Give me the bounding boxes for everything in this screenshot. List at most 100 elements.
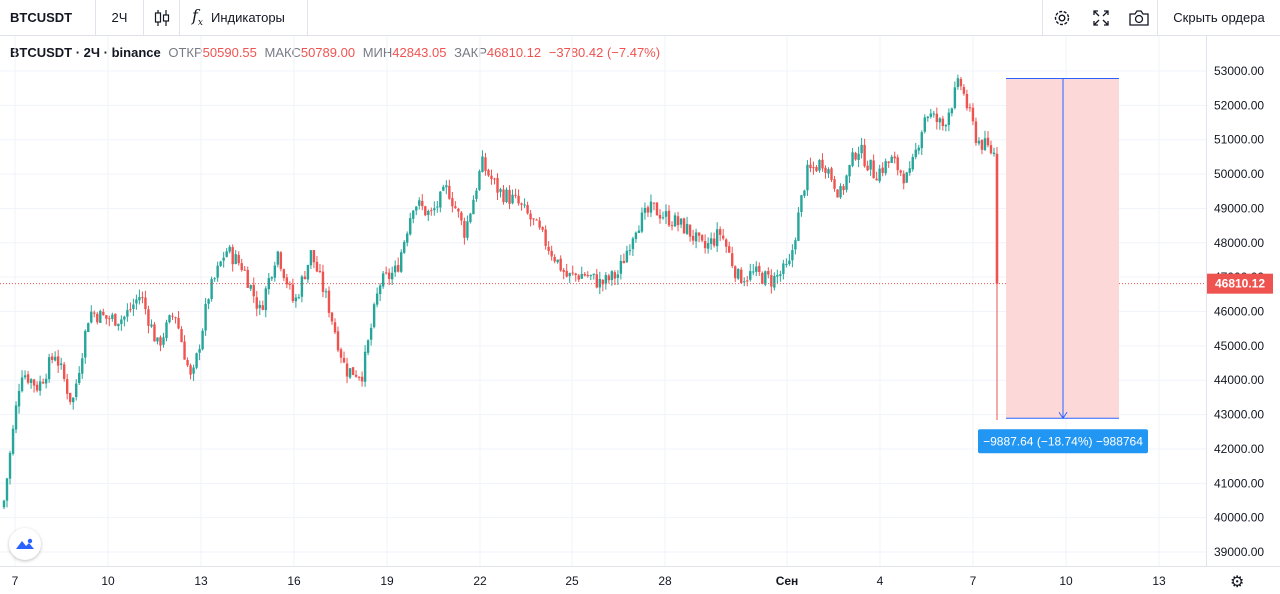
candle-body [773, 275, 776, 288]
time-axis: 7 10 13 16 19 22 25 28 Сен 4 7 10 13 [0, 566, 1280, 588]
symbol-search-button[interactable]: BTCUSDT [0, 0, 96, 35]
candle-body [436, 206, 439, 208]
snapshot-button[interactable] [1120, 0, 1158, 35]
candle-body [776, 275, 779, 277]
candle-body [749, 271, 752, 280]
candle-body [29, 379, 33, 383]
candle-body [649, 201, 653, 213]
tradingview-logo[interactable] [9, 528, 41, 560]
candle-body [779, 274, 782, 276]
candle-body [439, 191, 442, 208]
candle-body [105, 315, 108, 319]
fullscreen-button[interactable] [1082, 0, 1120, 35]
candle-body [318, 270, 322, 272]
camera-icon [1128, 9, 1149, 26]
indicators-button[interactable]: fx Индикаторы [180, 0, 308, 35]
candle-body [219, 261, 222, 266]
candle-body [255, 297, 258, 309]
candle-body [237, 254, 240, 264]
candle-body [47, 357, 51, 380]
candle-body [737, 268, 740, 279]
candle-body [418, 200, 421, 206]
axis-settings-icon[interactable]: ⚙ [1230, 574, 1245, 591]
candle-body [168, 315, 171, 323]
candle-body [23, 375, 27, 378]
candle-body [249, 285, 252, 289]
candle-body [225, 251, 228, 257]
candle-body [387, 272, 391, 279]
candle-body [718, 229, 722, 235]
candle-body [180, 329, 183, 343]
candle-body [676, 216, 680, 226]
candle-body [571, 272, 574, 274]
price-axis: 53000.00 52000.00 51000.00 50000.00 49000.00… [1206, 36, 1280, 566]
candle-body [487, 169, 490, 176]
candle-body [959, 79, 963, 87]
chart-grid [0, 36, 1206, 566]
indicators-label: Индикаторы [211, 10, 285, 25]
candle-body [336, 331, 340, 351]
candle-body [869, 159, 872, 170]
candle-body [727, 246, 731, 253]
candle-body [532, 218, 535, 220]
chart-style-button[interactable] [144, 0, 180, 35]
candle-body [246, 270, 249, 288]
candle-body [126, 310, 129, 317]
candle-body [983, 138, 987, 150]
time-tick-label: 10 [101, 574, 115, 588]
candle-body [986, 137, 990, 146]
candle-body [893, 156, 896, 159]
candle-body [887, 161, 890, 163]
candle-body [794, 240, 797, 250]
candle-body [601, 279, 605, 285]
candle-body [968, 107, 972, 109]
candle-body [908, 168, 911, 173]
candle-body [53, 356, 57, 361]
candle-body [403, 241, 406, 253]
candle-body [463, 220, 466, 238]
candle-body [372, 304, 376, 328]
candle-body [740, 269, 743, 284]
candle-body [87, 323, 90, 332]
candle-body [577, 275, 580, 280]
candle-body [228, 246, 231, 252]
candle-body [451, 198, 454, 207]
candle-body [282, 269, 286, 279]
candle-body [162, 337, 165, 345]
candle-body [159, 337, 162, 346]
candle-body [102, 311, 105, 316]
candle-body [381, 273, 385, 287]
candle-body [421, 200, 424, 207]
candle-body [114, 313, 117, 326]
candle-body [294, 297, 298, 302]
candle-body [315, 261, 319, 272]
candle-body [502, 189, 505, 203]
candle-body [499, 189, 502, 192]
candle-body [553, 256, 556, 262]
hide-orders-button[interactable]: Скрыть ордера [1173, 10, 1265, 25]
candle-body [198, 348, 201, 353]
price-chart[interactable]: −9887.64 (−18.74%) −988764 53000.00 52000… [0, 36, 1280, 594]
candle-body [559, 258, 562, 271]
candle-body [156, 337, 159, 342]
candle-body [14, 405, 18, 430]
candle-body [400, 252, 403, 272]
time-tick-label: 10 [1059, 574, 1073, 588]
candle-body [724, 239, 728, 247]
candle-body [818, 160, 821, 171]
candle-body [138, 296, 141, 301]
candle-body [90, 311, 93, 323]
candle-body [619, 260, 623, 274]
settings-button[interactable] [1042, 0, 1080, 35]
candle-body [836, 189, 839, 198]
candle-body [797, 212, 800, 241]
candle-body [667, 210, 671, 226]
interval-button[interactable]: 2Ч [96, 0, 144, 35]
fullscreen-icon [1093, 9, 1109, 26]
candle-body [935, 113, 939, 123]
candle-body [141, 297, 144, 299]
candle-body [721, 235, 725, 239]
candle-body [50, 356, 54, 360]
candle-body [734, 266, 737, 279]
candle-body [628, 250, 632, 252]
